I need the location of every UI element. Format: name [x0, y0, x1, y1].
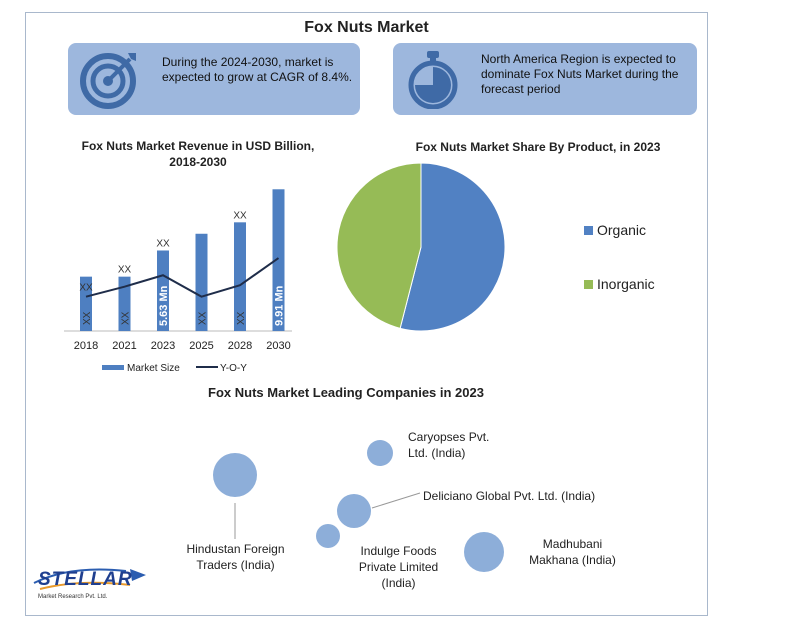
legend-yoy: Y-O-Y: [220, 363, 247, 373]
bar-chart: XX XX 2018 XX XX 2021 5.63 Mn XX 2023 XX 2025 XX XX 2…: [64, 189, 292, 373]
bar-label-2030: 9.91 Mn: [274, 285, 286, 326]
top-label-2021: XX: [118, 265, 132, 276]
logo-tagline: Market Research Pvt. Ltd.: [38, 594, 108, 600]
legend-inorganic-swatch: [584, 280, 593, 289]
bubble-deliciano: [337, 494, 371, 528]
bar-2018: [80, 276, 92, 331]
bar-label-2021: XX: [121, 311, 132, 325]
bar-2028: [234, 222, 246, 331]
company-indulge: Indulge Foods Private Limited (India): [358, 544, 439, 590]
companies-bubbles: [213, 440, 504, 572]
yoy-line: [85, 257, 280, 298]
infographic-frame: Fox Nuts Market During the 2024-2030, ma…: [25, 12, 708, 616]
bubble-indulge: [316, 524, 340, 548]
stopwatch-icon: [408, 51, 458, 109]
pie-chart-title: Fox Nuts Market Share By Product, in 202…: [415, 140, 661, 154]
bar-label-2018: XX: [82, 311, 93, 325]
bar-2023: [157, 250, 169, 331]
legend-market-size: Market Size: [127, 363, 180, 373]
top-label-2028: XX: [233, 210, 247, 221]
bubble-hindustan: [213, 453, 257, 497]
legend-inorganic: Inorganic: [597, 276, 655, 292]
bar-chart-title: Fox Nuts Market Revenue in USD Billion, …: [81, 139, 315, 169]
x-tick-2018: 2018: [74, 340, 98, 352]
callout-region: North America Region is expected to domi…: [393, 43, 697, 115]
bar-label-2023: 5.63 Mn: [158, 285, 170, 326]
x-tick-2025: 2025: [189, 340, 213, 352]
company-hindustan: Hindustan Foreign Traders (India): [186, 542, 285, 572]
bar-2021: [118, 276, 131, 331]
callout-region-text: North America Region is expected to domi…: [481, 52, 679, 96]
target-icon: [80, 53, 136, 109]
bubble-caryopses: [367, 440, 393, 466]
stellar-logo-mark: [33, 568, 146, 590]
x-tick-2030: 2030: [266, 340, 290, 352]
legend-organic: Organic: [597, 222, 646, 238]
legend-market-size-swatch: [102, 365, 124, 370]
company-madhubani: Madhubani Makhana (India): [529, 537, 616, 567]
pie-slice-inorganic: [336, 162, 422, 329]
company-deliciano: Deliciano Global Pvt. Ltd. (India): [423, 489, 596, 503]
pie-chart: Organic Inorganic: [336, 162, 655, 332]
bubble-madhubani: [464, 532, 504, 572]
bar-label-2025: XX: [198, 311, 209, 325]
legend-organic-swatch: [584, 226, 593, 235]
logo-brand: STELLAR: [38, 569, 133, 590]
bar-2025: [195, 233, 208, 331]
callout-cagr-text: During the 2024-2030, market is expected…: [162, 55, 353, 84]
x-tick-2028: 2028: [228, 340, 252, 352]
stellar-logo: STELLAR Market Research Pvt. Ltd.: [30, 561, 160, 611]
x-tick-2021: 2021: [112, 340, 136, 352]
companies-title: Fox Nuts Market Leading Companies in 202…: [208, 385, 484, 400]
pie-slice-organic: [399, 162, 506, 332]
bar-label-2028: XX: [236, 311, 247, 325]
page-title: Fox Nuts Market: [304, 19, 429, 36]
top-label-2023: XX: [156, 238, 170, 249]
company-caryopses: Caryopses Pvt. Ltd. (India): [408, 430, 490, 460]
top-label-2018: XX: [79, 283, 93, 294]
bar-2030: [272, 189, 285, 331]
x-tick-2023: 2023: [151, 340, 175, 352]
callout-cagr: During the 2024-2030, market is expected…: [68, 43, 360, 115]
